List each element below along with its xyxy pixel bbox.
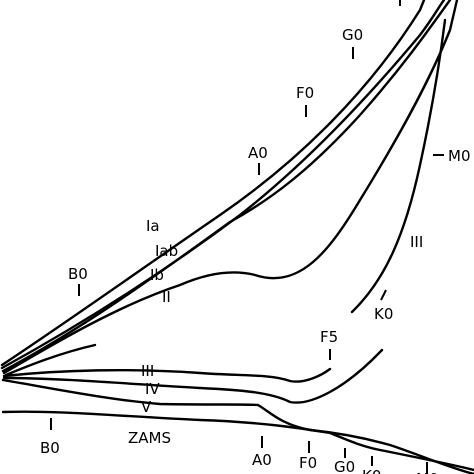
label-zams-b0: B0 (40, 439, 60, 457)
curve-ii (2, 0, 459, 375)
label-zams-f0: F0 (299, 454, 317, 472)
curve-iii-giant (4, 18, 447, 377)
curve-ia (0, 0, 426, 367)
curve-ib (1, 0, 452, 373)
label-ii: II (162, 288, 171, 306)
label-ms-f5: F5 (320, 328, 338, 346)
label-giant-k0: K0 (374, 305, 393, 323)
curve-iv (2, 348, 384, 404)
label-ia: Ia (146, 217, 160, 235)
curve-iii-lower (2, 367, 332, 383)
label-ib: Ib (150, 266, 164, 284)
label-iv: IV (145, 380, 160, 398)
curve-iab (0, 0, 446, 370)
label-v: V (141, 398, 152, 416)
tick-giant-k0 (380, 289, 387, 301)
label-upper-g0: G0 (342, 26, 363, 44)
label-iii-ms: III (141, 362, 154, 380)
label-iii-giant: III (410, 233, 423, 251)
label-upper-m0: M0 (448, 147, 471, 165)
label-zams-m0-partial: M0 (416, 470, 439, 474)
label-upper-f0: F0 (296, 84, 314, 102)
label-zams-k0-partial: K0 (362, 467, 381, 474)
curve-zams (1, 410, 474, 472)
label-upper-b0: B0 (68, 265, 88, 283)
label-zams: ZAMS (128, 429, 171, 447)
label-upper-a0: A0 (248, 144, 268, 162)
curve-v (1, 378, 474, 474)
label-zams-a0: A0 (252, 451, 272, 469)
label-zams-g0: G0 (334, 458, 355, 474)
label-iab: Iab (155, 242, 178, 260)
